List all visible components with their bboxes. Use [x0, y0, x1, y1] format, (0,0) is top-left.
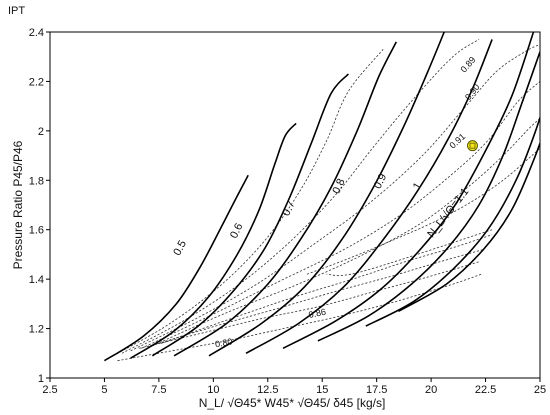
speed-line-label-2: 0.7: [280, 199, 297, 218]
speed-line-6: [282, 32, 535, 350]
y-tick-label: 1.8: [29, 175, 44, 187]
y-tick-label: 1.2: [29, 324, 44, 336]
x-tick-label: 10: [207, 384, 219, 396]
speed-line-5: [245, 39, 493, 354]
y-tick-label: 2: [38, 126, 44, 138]
x-tick-label: 25: [534, 384, 546, 396]
efficiency-line-2: [130, 44, 540, 352]
efficiency-line-7: [150, 249, 484, 347]
efficiency-line-1: [121, 39, 480, 354]
efficiency-line-9: [117, 273, 482, 362]
efficiency-line-label-8: 0.86: [308, 307, 327, 320]
efficiency-line-kink: [326, 229, 493, 277]
speed-line-9: [398, 140, 540, 312]
speed-line-8: [365, 115, 540, 327]
efficiency-line-4: [152, 118, 540, 347]
y-tick-label: 2.4: [29, 27, 44, 39]
y-tick-label: 1.6: [29, 225, 44, 237]
x-tick-label: 17.5: [366, 384, 387, 396]
y-tick-label: 1.4: [29, 274, 44, 286]
x-axis-title: N_L/ √Θ45* W45* √Θ45/ δ45 [kg/s]: [199, 396, 386, 410]
x-tick-label: 7.5: [151, 384, 166, 396]
efficiency-line-label-2: 0.89: [459, 55, 478, 75]
operating-point-marker: [466, 140, 478, 152]
speed-line-label-3: 0.8: [330, 177, 347, 196]
x-tick-label: 5: [101, 384, 107, 396]
speed-line-label-0: 0.5: [171, 238, 189, 257]
efficiency-line-5: [306, 147, 540, 275]
speed-line-7: [317, 51, 540, 342]
speed-line-label-1: 0.6: [228, 221, 246, 240]
x-tick-label: 2.5: [42, 384, 57, 396]
y-axis-title: Pressure Ratio P45/P46: [11, 140, 25, 269]
y-tick-label: 1: [38, 373, 44, 385]
y-tick-label: 2.2: [29, 76, 44, 88]
x-tick-label: 15: [316, 384, 328, 396]
plot-area: 0.50.60.70.8 0.9 1 N_L/√Θ=1.10.890.900.910.…: [103, 32, 540, 362]
speed-line-label-5: 1: [411, 180, 424, 191]
efficiency-line-8: [139, 261, 480, 349]
efficiency-line-6: [160, 234, 493, 344]
speed-line-0: [103, 174, 249, 362]
x-tick-label: 12.5: [257, 384, 278, 396]
x-tick-label: 20: [425, 384, 437, 396]
speed-line-label-6: N_L/√Θ=1.1: [425, 186, 471, 240]
corner-label: IPT: [8, 5, 25, 17]
x-tick-label: 22.5: [475, 384, 496, 396]
plot-frame: [49, 31, 541, 379]
operating-point-square: [469, 142, 476, 149]
efficiency-line-label-9: 0.80: [214, 336, 233, 349]
speed-line-1: [130, 122, 297, 359]
efficiency-line-label-3: 0.90: [463, 82, 482, 102]
efficiency-line-3: [141, 81, 540, 349]
speed-line-4: [208, 32, 445, 357]
speed-line-label-4: 0.9: [372, 172, 390, 191]
plot-lines: [103, 32, 540, 362]
axes: 2.5 5 7.5 10 12.5 15 17.5 20 22.5 25 1 1.2 1.4 1.6 1.8…: [29, 27, 546, 396]
speed-line-2: [151, 73, 350, 357]
speed-line-3: [173, 41, 398, 357]
efficiency-line-0: [113, 49, 384, 357]
